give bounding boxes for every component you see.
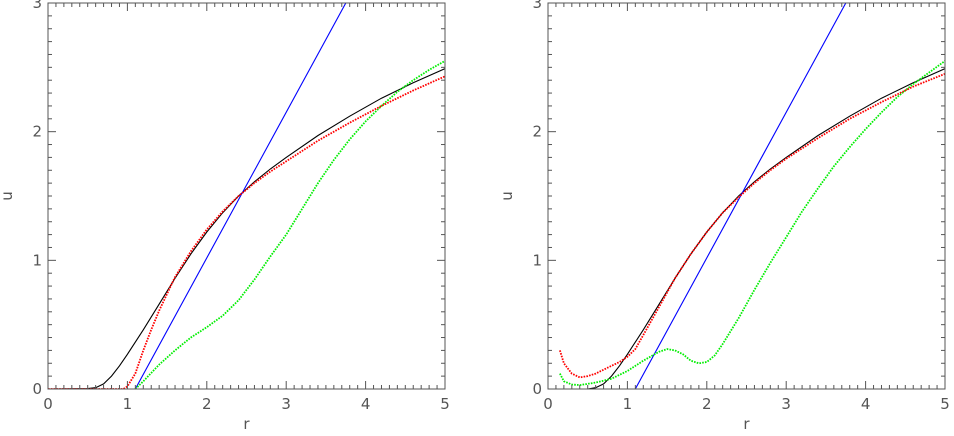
x-tick-label: 4 xyxy=(861,395,871,413)
tick-marks xyxy=(547,2,946,390)
y-tick-label: 0 xyxy=(32,380,42,398)
y-tick-label: 1 xyxy=(532,251,542,269)
x-tick-label: 1 xyxy=(623,395,633,413)
x-tick-label: 2 xyxy=(702,395,712,413)
plot-frame xyxy=(47,2,446,390)
y-tick-label: 1 xyxy=(32,251,42,269)
y-tick-label: 2 xyxy=(532,123,542,141)
x-axis-label: r xyxy=(743,415,750,433)
x-axis-label: r xyxy=(243,415,250,433)
y-tick-label: 3 xyxy=(532,0,542,12)
x-tick-label: 4 xyxy=(361,395,371,413)
series-line-3 xyxy=(559,60,945,387)
series-group xyxy=(559,3,945,389)
chart-panel-1: 0 1 2 3 4 5 0 1 2 3 r u xyxy=(0,0,450,433)
y-tick-label: 2 xyxy=(32,123,42,141)
chart-panel-2: 0 1 2 3 4 5 0 1 2 3 r u xyxy=(498,0,950,433)
series-line-1 xyxy=(587,68,945,389)
series-line-4 xyxy=(559,72,945,379)
y-tick-label: 0 xyxy=(532,380,542,398)
series-line-1 xyxy=(48,68,445,389)
x-tick-label: 2 xyxy=(202,395,212,413)
tick-marks xyxy=(47,2,446,390)
series-line-4 xyxy=(48,75,445,389)
x-tick-label: 0 xyxy=(543,395,553,413)
series-line-2 xyxy=(134,3,347,389)
series-group xyxy=(48,3,445,389)
plot-frame xyxy=(547,2,946,390)
x-tick-label: 5 xyxy=(440,395,450,413)
y-axis-label: u xyxy=(498,191,516,201)
x-tick-label: 0 xyxy=(43,395,53,413)
y-tick-label: 3 xyxy=(32,0,42,12)
y-axis-label: u xyxy=(0,191,16,201)
x-tick-label: 3 xyxy=(281,395,291,413)
series-line-3 xyxy=(134,60,445,389)
series-line-2 xyxy=(634,3,847,389)
x-tick-label: 5 xyxy=(940,395,950,413)
x-tick-label: 3 xyxy=(781,395,791,413)
x-tick-label: 1 xyxy=(123,395,133,413)
